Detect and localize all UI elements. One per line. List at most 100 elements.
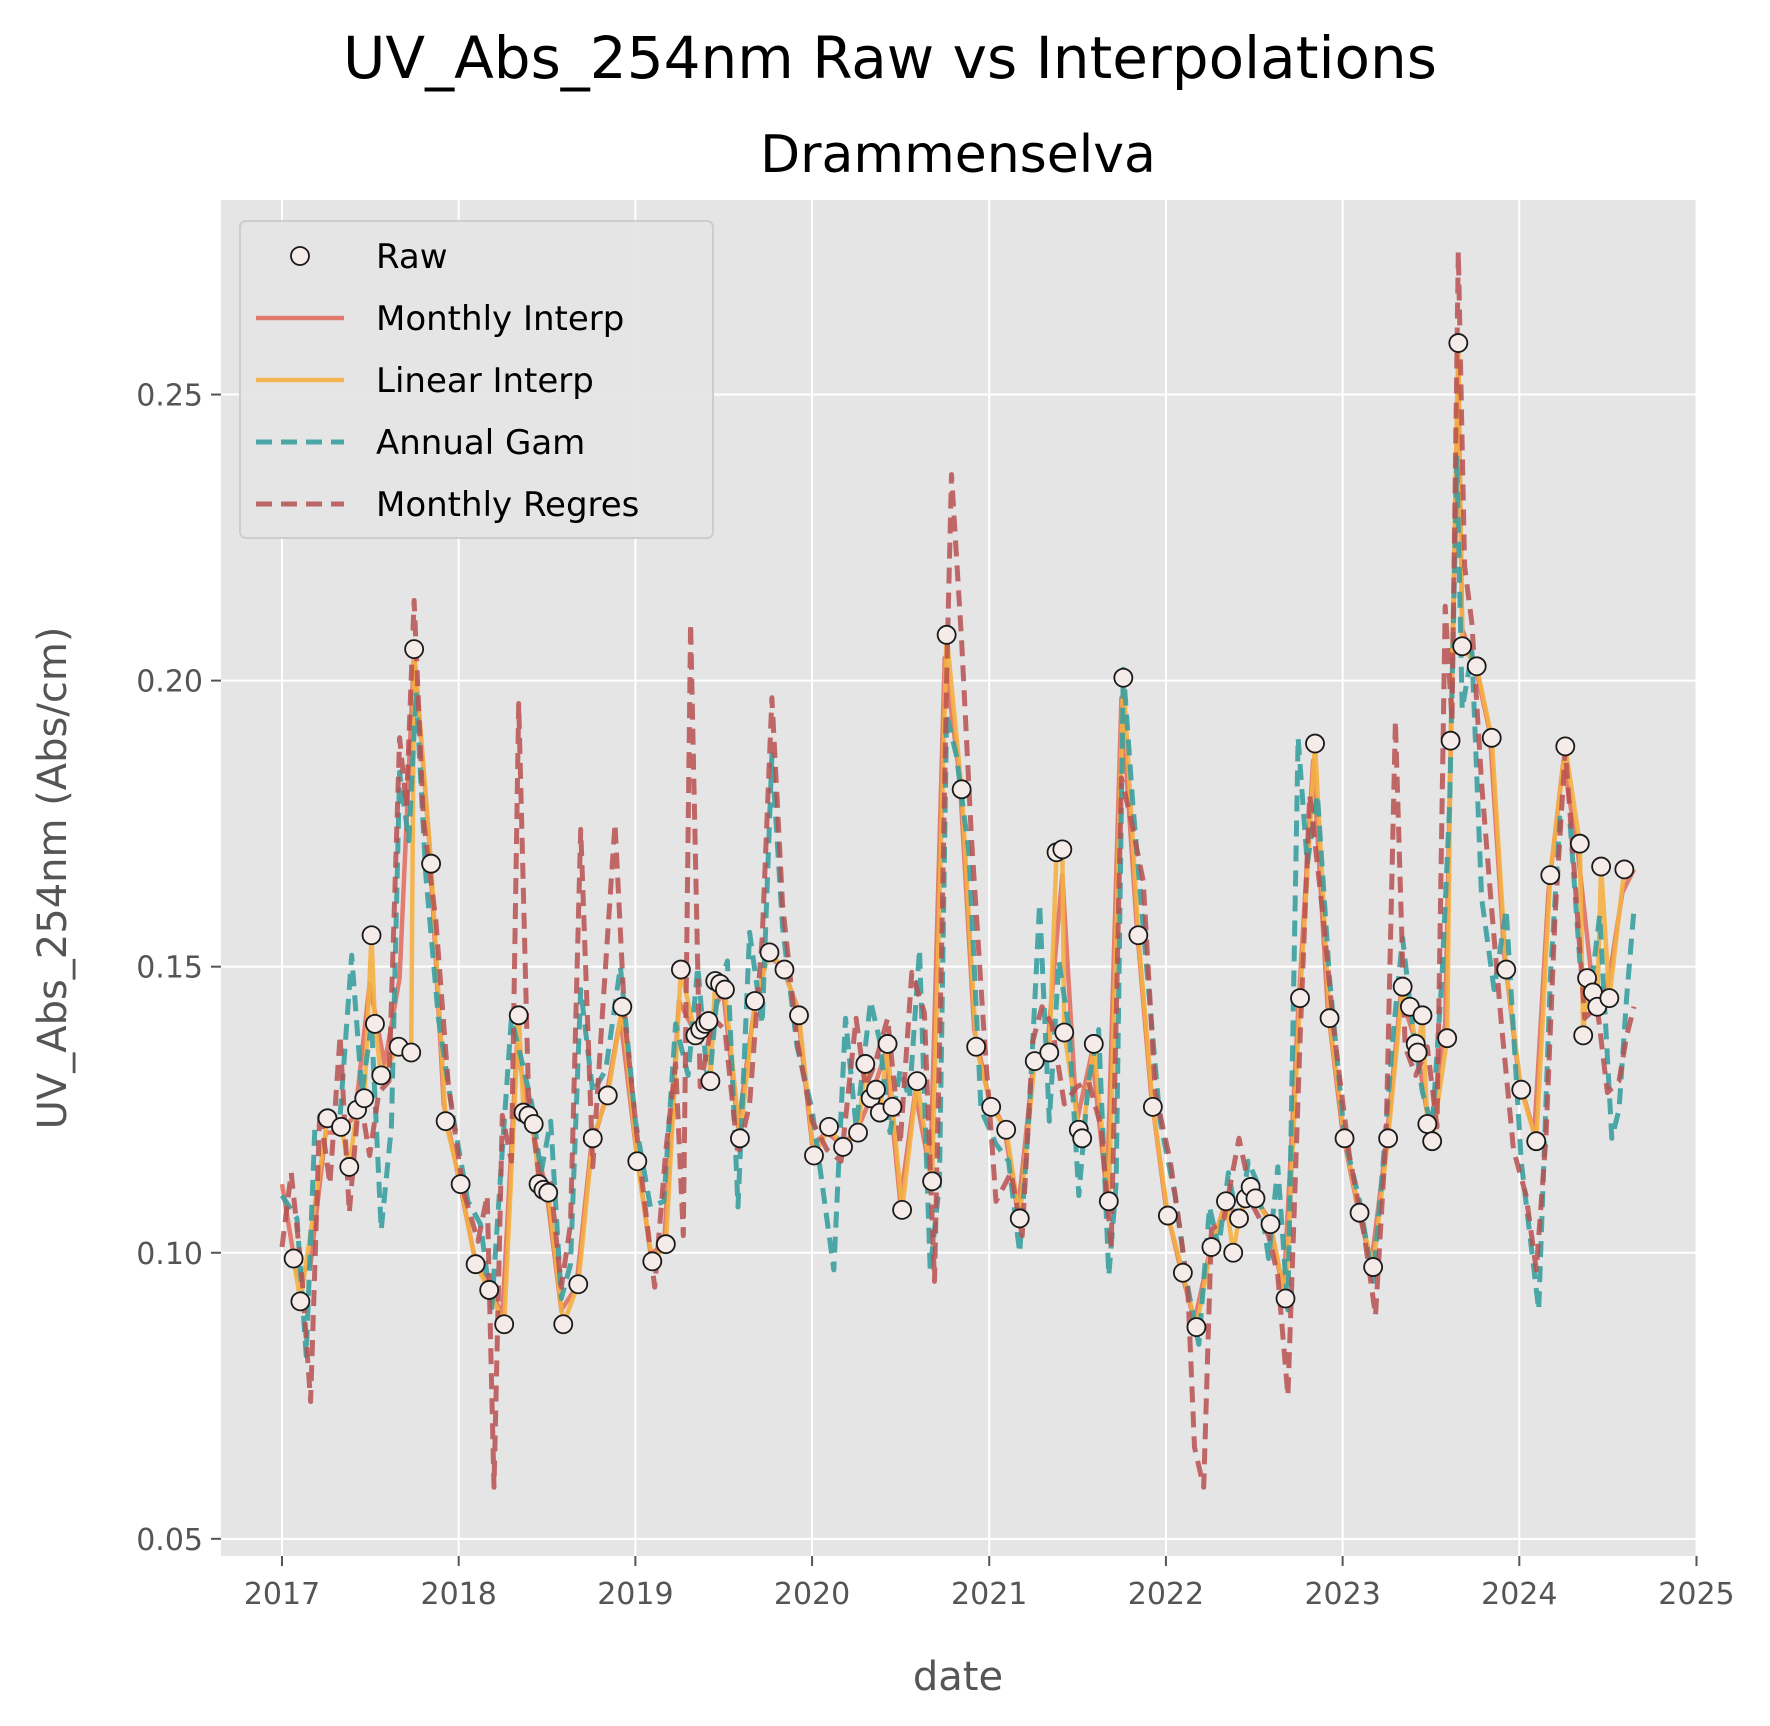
raw-point <box>1511 1079 1532 1100</box>
raw-point <box>1591 856 1612 877</box>
raw-point <box>1526 1131 1547 1152</box>
legend-label: Linear Interp <box>376 361 594 401</box>
raw-point <box>1052 839 1073 860</box>
y-tick-label: 0.25 <box>136 379 203 414</box>
raw-point <box>1157 1205 1178 1226</box>
raw-point <box>1229 1208 1249 1229</box>
raw-point <box>855 1054 876 1074</box>
raw-point <box>1290 988 1310 1009</box>
raw-point <box>1417 1114 1438 1134</box>
raw-point <box>1142 1096 1163 1117</box>
y-tick-label: 0.20 <box>136 665 203 700</box>
raw-point <box>1223 1242 1244 1263</box>
x-tick-label: 2024 <box>1481 1577 1557 1612</box>
raw-point <box>1054 1022 1075 1043</box>
raw-point <box>465 1254 486 1275</box>
x-tick-label: 2019 <box>597 1577 673 1612</box>
y-tick-label: 0.05 <box>136 1523 203 1558</box>
raw-point <box>1440 730 1461 751</box>
raw-point <box>1009 1208 1030 1229</box>
raw-point <box>1422 1131 1443 1152</box>
raw-point <box>1128 925 1149 946</box>
x-tick-label: 2025 <box>1658 1577 1734 1612</box>
raw-point <box>789 1005 809 1026</box>
raw-point <box>365 1013 385 1034</box>
raw-point <box>892 1199 913 1220</box>
x-tick-label: 2023 <box>1304 1577 1380 1612</box>
raw-point <box>1569 833 1590 854</box>
chart-subtitle: Drammenselva <box>760 125 1156 185</box>
raw-point <box>1481 727 1502 748</box>
raw-point <box>553 1314 574 1335</box>
raw-point <box>450 1174 471 1195</box>
raw-point <box>1573 1025 1594 1046</box>
series-line-monthly-regres <box>279 249 1637 1490</box>
axis-ticks: 0.05 0.10 0.15 0.20 0.25 2017 2018 2019 2020 2021… <box>136 379 1734 1612</box>
chart-title: UV_Abs_254nm Raw vs Interpolations <box>343 24 1437 92</box>
raw-point <box>730 1128 750 1149</box>
raw-point <box>1186 1317 1207 1338</box>
raw-point <box>597 1085 618 1106</box>
legend-box <box>239 220 714 539</box>
raw-point <box>1024 1051 1045 1071</box>
legend-label: Annual Gam <box>376 423 585 463</box>
raw-point <box>1614 859 1635 880</box>
raw-point <box>401 1042 422 1063</box>
y-axis-label: UV_Abs_254nm (Abs/cm) <box>30 627 76 1130</box>
raw-point <box>877 1034 898 1054</box>
raw-point <box>582 1128 603 1149</box>
raw-point <box>715 979 735 1000</box>
x-tick-label: 2018 <box>421 1577 497 1612</box>
x-tick-label: 2022 <box>1128 1577 1204 1612</box>
raw-point <box>655 1234 676 1255</box>
raw-point <box>1466 656 1487 677</box>
raw-point <box>951 779 972 800</box>
legend-marker-raw <box>290 246 310 266</box>
raw-point <box>745 991 765 1011</box>
raw-point <box>1305 733 1325 754</box>
raw-point <box>1349 1202 1370 1223</box>
raw-point <box>1599 988 1620 1009</box>
raw-point <box>1083 1034 1104 1054</box>
raw-point <box>290 1291 311 1312</box>
raw-point <box>612 996 633 1017</box>
raw-point <box>1072 1128 1093 1149</box>
raw-point <box>966 1036 987 1057</box>
raw-point <box>354 1088 375 1109</box>
raw-point <box>1245 1188 1266 1209</box>
raw-point <box>568 1274 589 1295</box>
raw-point <box>435 1111 456 1132</box>
raw-point <box>642 1251 663 1272</box>
raw-point <box>1496 959 1517 980</box>
raw-point <box>1378 1128 1399 1149</box>
raw-point <box>981 1096 1002 1117</box>
raw-point <box>1363 1257 1384 1277</box>
raw-point <box>1113 667 1134 688</box>
raw-point <box>339 1157 360 1177</box>
raw-point <box>508 1005 529 1026</box>
raw-point <box>759 942 780 963</box>
raw-point <box>1260 1214 1281 1235</box>
legend: Raw Monthly Interp Linear Interp Annual Gam… <box>239 220 714 539</box>
raw-point <box>494 1314 515 1335</box>
legend-label: Monthly Interp <box>376 299 624 339</box>
raw-point <box>331 1116 351 1137</box>
y-tick-label: 0.15 <box>136 951 203 986</box>
raw-point <box>804 1145 824 1166</box>
raw-point <box>523 1114 544 1134</box>
raw-point <box>670 959 691 980</box>
raw-point <box>1412 1005 1433 1026</box>
x-tick-label: 2021 <box>951 1577 1027 1612</box>
raw-point <box>1319 1008 1340 1029</box>
raw-point <box>1098 1191 1119 1212</box>
raw-point <box>404 639 425 660</box>
raw-point <box>996 1119 1017 1140</box>
raw-point <box>371 1065 392 1086</box>
raw-point <box>1039 1042 1060 1063</box>
raw-point <box>538 1182 559 1203</box>
x-axis-label: date <box>913 1654 1003 1700</box>
raw-point <box>1201 1237 1222 1257</box>
raw-point <box>1540 865 1561 886</box>
raw-point <box>700 1071 721 1092</box>
